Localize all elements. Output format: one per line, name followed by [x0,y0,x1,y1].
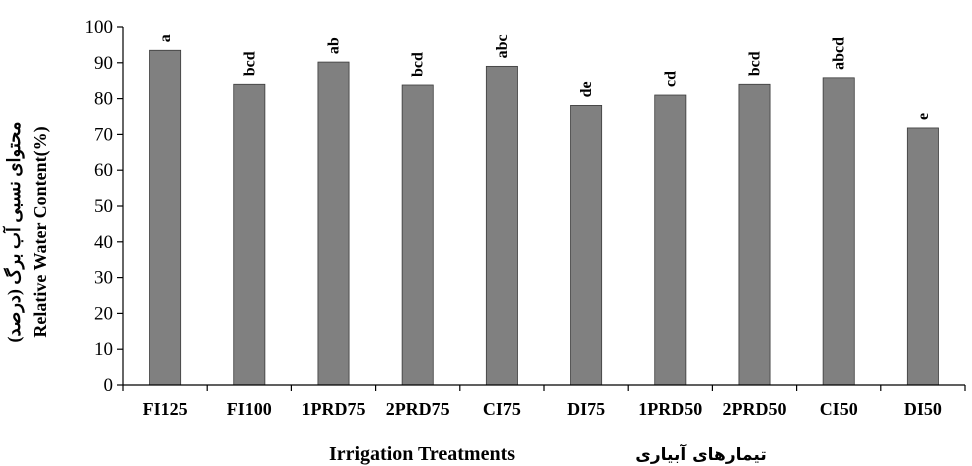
significance-label: bcd [241,51,258,76]
x-tick-label: DI50 [904,399,942,419]
y-tick-label: 40 [94,232,113,253]
y-tick-label: 70 [94,124,113,145]
y-axis-title: Relative Water Content(%) [30,126,51,337]
bar-1prd50 [654,94,687,386]
y-tick-label: 80 [94,89,113,110]
y-tick-label: 30 [94,268,113,289]
significance-label: bcd [410,52,427,77]
significance-label: a [157,34,174,42]
y-axis-title-fa: محتوای نسبی آب برگ (درصد) [2,121,25,342]
bar-1prd75 [317,61,350,386]
significance-label: ab [326,37,343,54]
x-tick-label: 2PRD75 [386,399,450,419]
bar-di75 [570,105,603,386]
y-tick-label: 100 [85,17,114,38]
x-tick-label: 1PRD50 [638,399,702,419]
bar-ci75 [485,65,518,386]
x-tick-label: 2PRD50 [723,399,787,419]
significance-label: e [915,113,932,120]
x-tick-label: 1PRD75 [302,399,366,419]
bar-di50 [906,127,939,386]
x-tick-label: DI75 [567,399,605,419]
significance-label: cd [662,71,679,87]
significance-label: abcd [831,37,848,70]
bar-fi100 [233,83,266,386]
y-tick-label: 0 [104,375,114,396]
y-tick-label: 20 [94,303,113,324]
y-tick-label: 10 [94,339,113,360]
bar-fi125 [149,49,182,386]
significance-label: bcd [747,51,764,76]
x-tick-label: FI100 [227,399,272,419]
x-axis-title-fa: تیمارهای آبیاری [635,443,766,465]
y-tick-label: 90 [94,53,113,74]
bar-ci50 [822,77,855,386]
y-axis: 0 10 20 30 40 50 60 70 80 90 100 [85,17,124,396]
x-tick-label: CI75 [483,399,521,419]
y-tick-label: 60 [94,160,113,181]
x-tick-label: CI50 [820,399,858,419]
x-axis-title: Irrigation Treatments [329,443,515,465]
bar-2prd75 [401,84,434,386]
y-tick-label: 50 [94,196,113,217]
significance-label: abc [494,34,511,58]
significance-label: de [578,81,595,97]
x-tick-label: FI125 [143,399,188,419]
x-axis: FI125 FI100 1PRD75 2PRD75 CI75 DI75 1PRD50 2PRD… [122,384,966,419]
bar-2prd50 [738,83,771,386]
